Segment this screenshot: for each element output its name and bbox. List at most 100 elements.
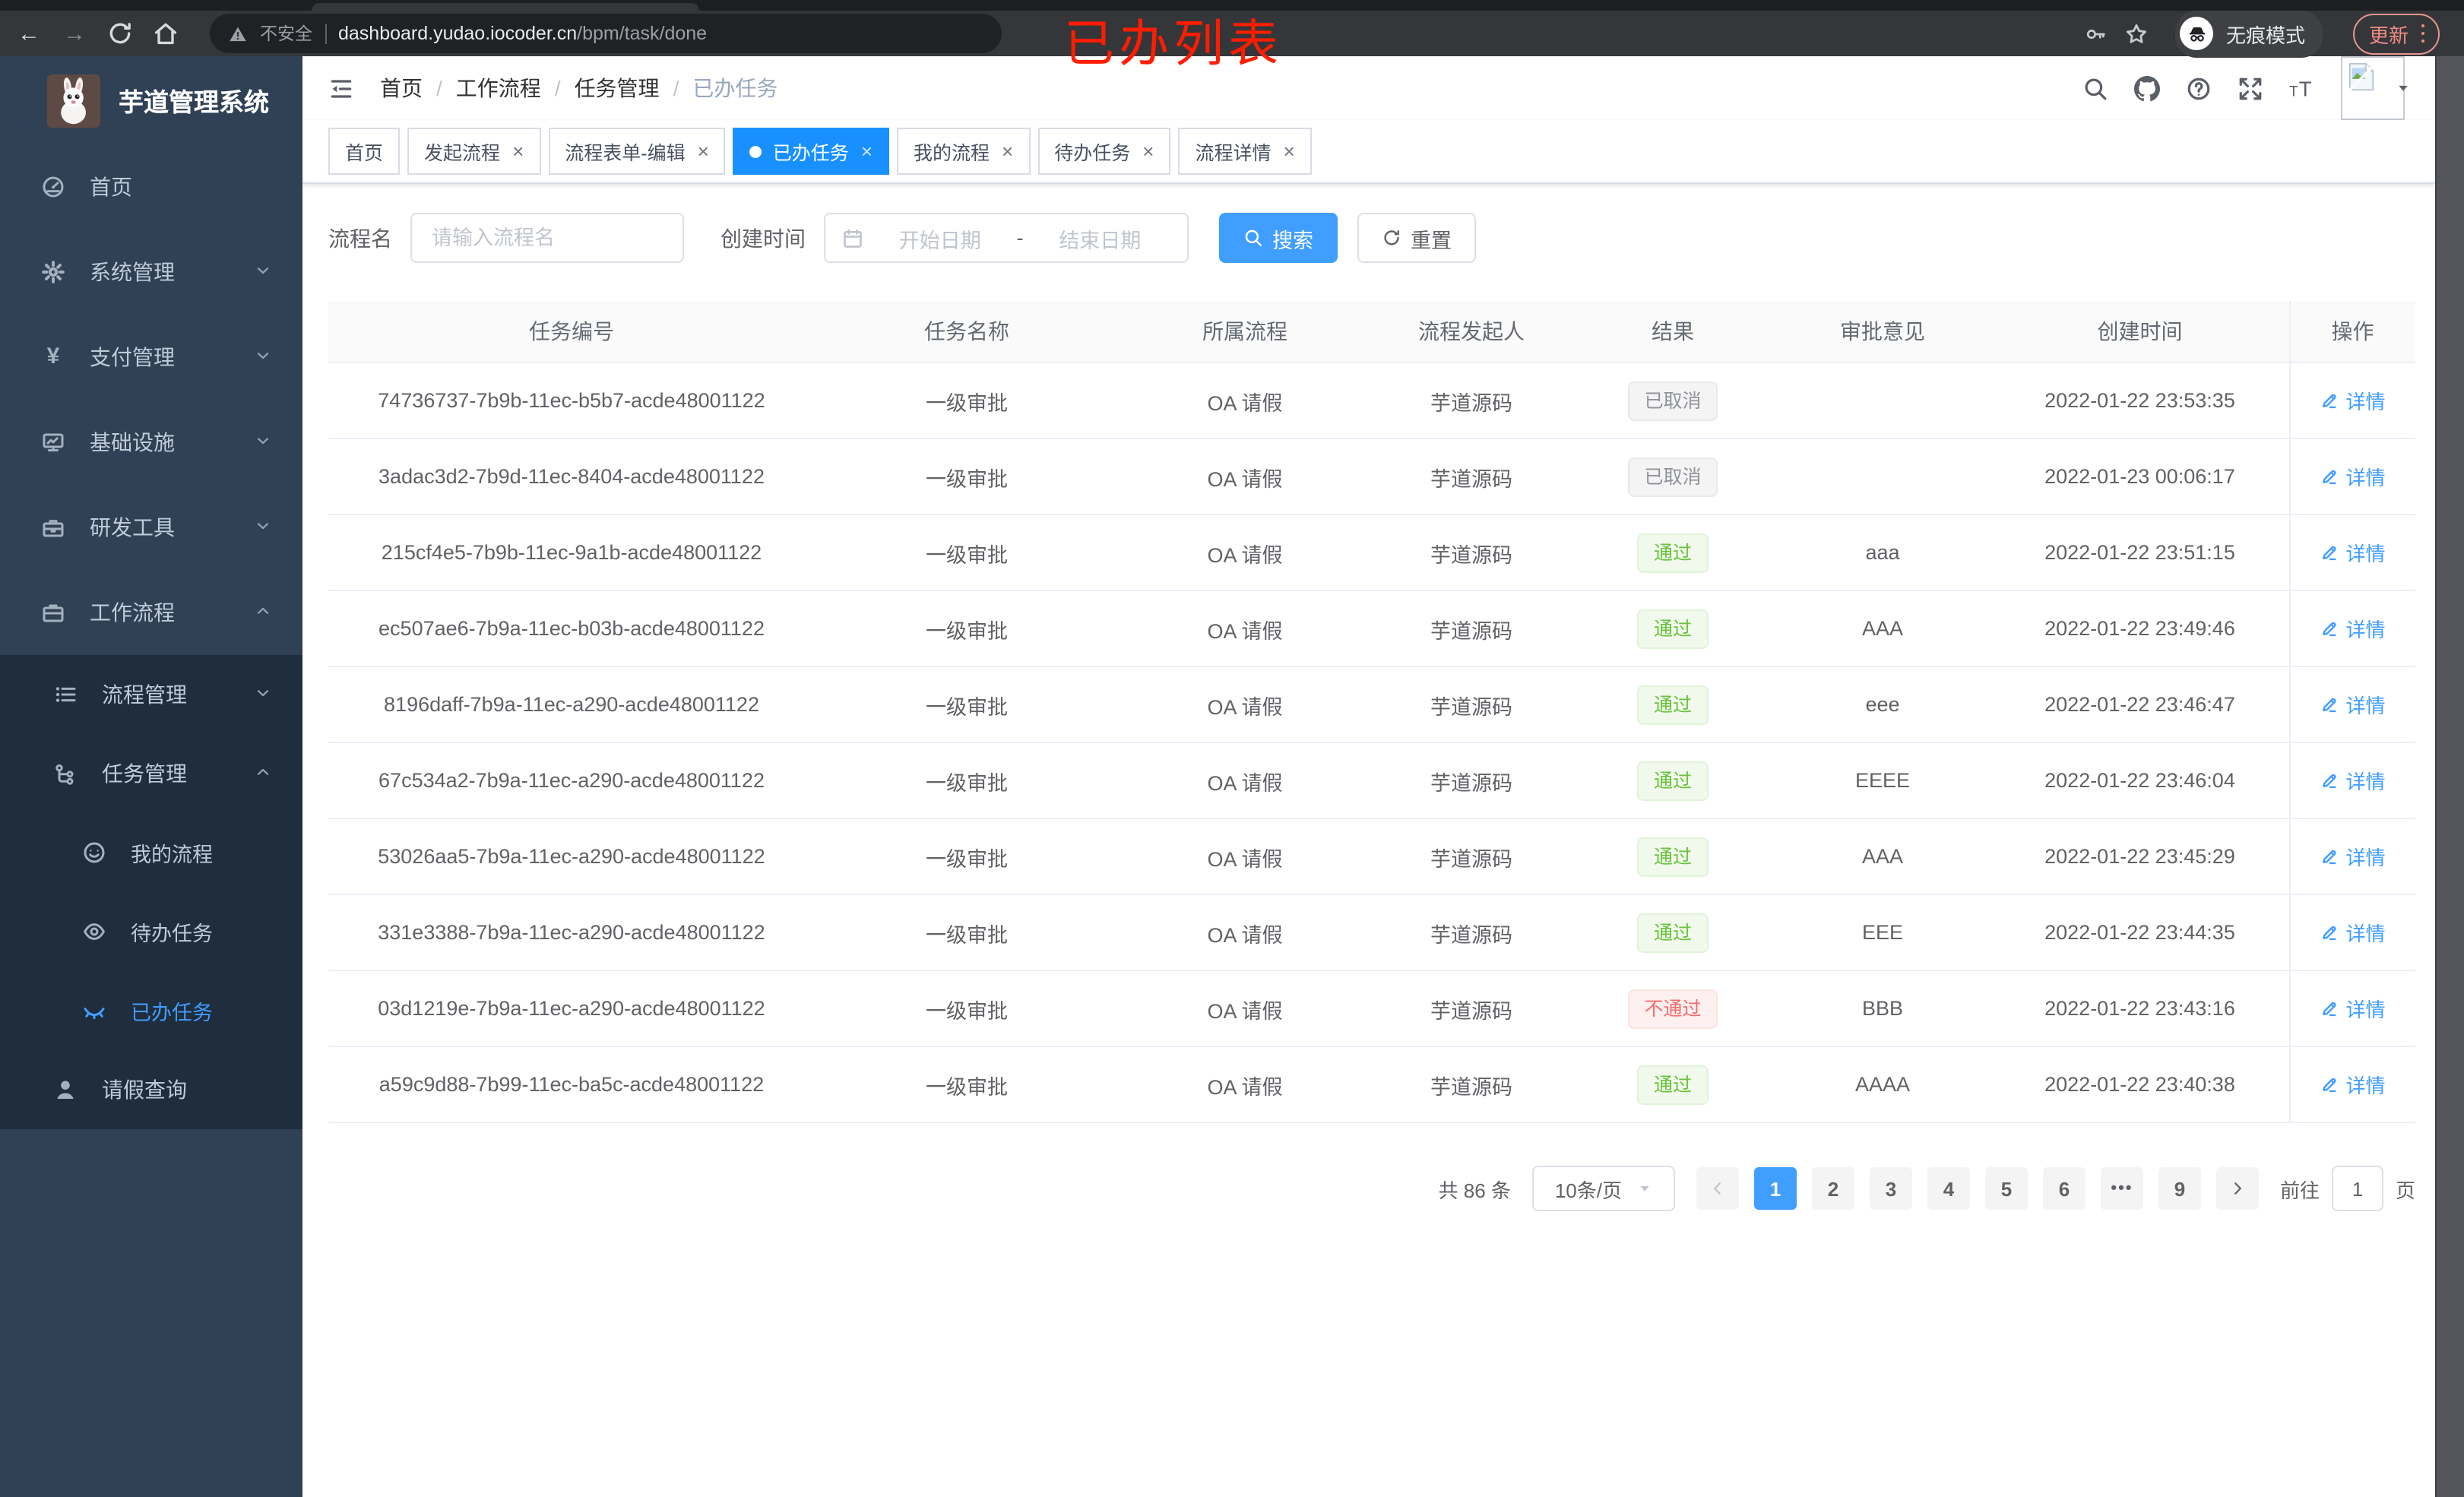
detail-link[interactable]: 详情 xyxy=(2320,918,2386,947)
close-icon[interactable]: × xyxy=(1283,140,1295,163)
cell-time: 2022-01-22 23:46:04 xyxy=(1991,742,2289,819)
cell-task-id: ec507ae6-7b9a-11ec-b03b-acde48001122 xyxy=(328,590,815,667)
tab-流程详情[interactable]: 流程详情 × xyxy=(1178,128,1312,175)
breadcrumb-item[interactable]: 工作流程 xyxy=(455,76,541,100)
sidebar-item[interactable]: 首页 xyxy=(0,144,302,229)
cell-task-id: 331e3388-7b9a-11ec-a290-acde48001122 xyxy=(328,894,815,971)
table-row: 3adac3d2-7b9d-11ec-8404-acde48001122 一级审批… xyxy=(328,438,2415,515)
detail-link[interactable]: 详情 xyxy=(2320,614,2386,643)
sidebar-item[interactable]: ¥ 支付管理 xyxy=(0,315,302,400)
page-button-2[interactable]: 2 xyxy=(1811,1167,1854,1210)
tab-待办任务[interactable]: 待办任务 × xyxy=(1037,128,1171,175)
sidebar-item[interactable]: 研发工具 xyxy=(0,485,302,570)
warning-icon xyxy=(228,24,248,43)
prev-page-button[interactable] xyxy=(1696,1167,1739,1210)
page-button-•••[interactable]: ••• xyxy=(2100,1167,2143,1210)
page-button-3[interactable]: 3 xyxy=(1869,1167,1912,1210)
home-icon[interactable] xyxy=(152,20,179,47)
browser-menu-icon[interactable] xyxy=(2421,24,2424,43)
sidebar-item[interactable]: 基础设施 xyxy=(0,400,302,485)
app-logo-row[interactable]: 芋道管理系统 xyxy=(0,56,302,144)
detail-link[interactable]: 详情 xyxy=(2320,462,2386,491)
back-icon[interactable]: ← xyxy=(17,21,40,46)
table-row: 03d1219e-7b9a-11ec-a290-acde48001122 一级审批… xyxy=(328,970,2415,1047)
tab-首页[interactable]: 首页 xyxy=(328,128,401,175)
sidebar-item[interactable]: 工作流程 xyxy=(0,570,302,655)
close-icon[interactable]: × xyxy=(697,140,709,163)
cell-actions: 详情 xyxy=(2288,1046,2415,1123)
pencil-icon xyxy=(2320,847,2339,866)
sidebar-item[interactable]: 系统管理 xyxy=(0,229,302,315)
detail-link[interactable]: 详情 xyxy=(2320,994,2386,1023)
process-name-input[interactable] xyxy=(410,213,684,263)
filter-form: 流程名 创建时间 开始日期 - 结束日期 搜索 重置 xyxy=(328,213,2437,263)
star-icon[interactable] xyxy=(2126,22,2149,45)
page-button-6[interactable]: 6 xyxy=(2042,1167,2086,1210)
cell-task-name: 一级审批 xyxy=(815,818,1119,895)
page-button-1[interactable]: 1 xyxy=(1753,1167,1797,1210)
sidebar-item[interactable]: 已办任务 xyxy=(0,971,302,1050)
browser-update-button[interactable]: 更新 xyxy=(2353,13,2440,54)
cell-task-name: 一级审批 xyxy=(815,894,1119,971)
close-icon[interactable]: × xyxy=(512,140,524,163)
cell-task-id: 67c534a2-7b9a-11ec-a290-acde48001122 xyxy=(328,742,815,819)
detail-link[interactable]: 详情 xyxy=(2320,538,2386,567)
help-icon[interactable] xyxy=(2186,75,2212,101)
sidebar-item[interactable]: 待办任务 xyxy=(0,892,302,971)
github-icon[interactable] xyxy=(2134,75,2160,101)
next-page-button[interactable] xyxy=(2215,1167,2259,1210)
reload-icon[interactable] xyxy=(106,20,134,47)
close-icon[interactable]: × xyxy=(860,140,873,163)
page-size-select[interactable]: 10条/页 xyxy=(1531,1166,1675,1211)
search-icon[interactable] xyxy=(2082,75,2108,101)
detail-link[interactable]: 详情 xyxy=(2320,766,2386,795)
sidebar-item[interactable]: 我的流程 xyxy=(0,813,302,892)
tab-我的流程[interactable]: 我的流程 × xyxy=(897,128,1031,175)
cell-time: 2022-01-23 00:06:17 xyxy=(1991,438,2289,515)
browser-tab-strip xyxy=(0,0,2464,11)
tab-流程表单-编辑[interactable]: 流程表单-编辑 × xyxy=(548,128,726,175)
detail-link[interactable]: 详情 xyxy=(2320,1070,2386,1099)
fullscreen-icon[interactable] xyxy=(2238,75,2263,101)
column-header: 所属流程 xyxy=(1119,301,1371,363)
page-scrollbar[interactable] xyxy=(2435,56,2464,1497)
close-icon[interactable]: × xyxy=(1002,140,1014,163)
cell-task-id: 215cf4e5-7b9b-11ec-9a1b-acde48001122 xyxy=(328,514,815,591)
sidebar-item-label: 首页 xyxy=(90,175,132,199)
close-icon[interactable]: × xyxy=(1142,140,1154,163)
sidebar-item-label: 流程管理 xyxy=(102,682,187,707)
search-button[interactable]: 搜索 xyxy=(1219,213,1338,263)
detail-link[interactable]: 详情 xyxy=(2320,386,2386,415)
page-button-4[interactable]: 4 xyxy=(1927,1167,1970,1210)
sidebar-item[interactable]: 请假查询 xyxy=(0,1050,302,1129)
key-icon[interactable] xyxy=(2085,22,2108,45)
breadcrumb-item[interactable]: 首页 xyxy=(380,76,423,100)
cell-actions: 详情 xyxy=(2288,742,2415,819)
detail-link[interactable]: 详情 xyxy=(2320,690,2386,719)
page-button-5[interactable]: 5 xyxy=(1984,1167,2028,1210)
incognito-badge[interactable]: 无痕模式 xyxy=(2175,10,2323,57)
date-range-picker[interactable]: 开始日期 - 结束日期 xyxy=(824,213,1189,263)
cell-task-name: 一级审批 xyxy=(815,742,1119,819)
address-bar[interactable]: 不安全 dashboard.yudao.iocoder.cn/bpm/task/… xyxy=(210,14,1002,53)
browser-tab[interactable] xyxy=(312,3,699,11)
cell-task-name: 一级审批 xyxy=(815,514,1119,591)
sidebar-item[interactable]: 流程管理 xyxy=(0,655,302,734)
cell-result: 通过 xyxy=(1572,818,1774,895)
sidebar: 芋道管理系统 首页系统管理 ¥ 支付管理 基础设施 研发工具 工作流程流程管理任务管理 我的… xyxy=(0,56,302,1497)
sidebar-item[interactable]: 任务管理 xyxy=(0,734,302,813)
detail-link[interactable]: 详情 xyxy=(2320,842,2386,871)
reset-button[interactable]: 重置 xyxy=(1357,213,1476,263)
breadcrumb-item[interactable]: 任务管理 xyxy=(574,76,660,100)
result-badge: 已取消 xyxy=(1627,457,1718,496)
tab-已办任务[interactable]: 已办任务 × xyxy=(733,128,889,175)
page-button-9[interactable]: 9 xyxy=(2158,1167,2201,1210)
goto-page-input[interactable] xyxy=(2331,1166,2383,1211)
forward-icon[interactable]: → xyxy=(63,21,86,46)
toolbox-icon xyxy=(40,515,67,540)
collapse-menu-icon[interactable] xyxy=(328,75,354,101)
tab-发起流程[interactable]: 发起流程 × xyxy=(407,128,541,175)
caret-down-icon[interactable] xyxy=(2396,81,2411,96)
pencil-icon xyxy=(2320,543,2339,562)
